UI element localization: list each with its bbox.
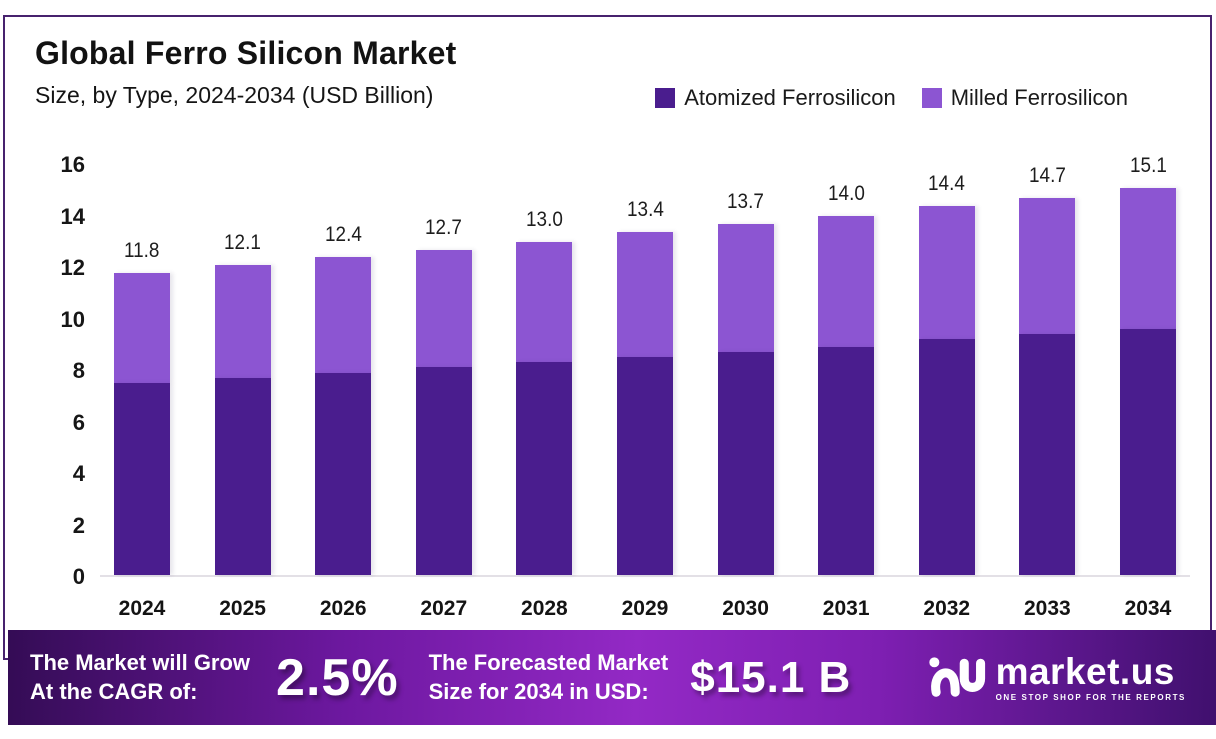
footer-banner: The Market will Grow At the CAGR of: 2.5…: [8, 630, 1216, 725]
bar-total-label: 15.1: [1129, 154, 1167, 178]
atomized-segment: [415, 367, 472, 575]
y-tick-label: 10: [60, 306, 85, 332]
milled-segment: [616, 231, 673, 358]
cagr-label-line2: At the CAGR of:: [30, 678, 198, 704]
atomized-segment: [1019, 334, 1076, 575]
stacked-bar-2028: 13.0: [516, 165, 573, 575]
atomized-segment: [1119, 329, 1176, 575]
bar-total-label: 13.4: [626, 197, 664, 221]
stacked-bar-2029: 13.4: [616, 165, 673, 575]
chart-frame: Global Ferro Silicon Market Size, by Typ…: [3, 15, 1212, 660]
legend-item: Atomized Ferrosilicon: [655, 85, 896, 111]
stacked-bar-2027: 12.7: [415, 165, 472, 575]
milled-segment: [818, 216, 875, 347]
bar-total-label: 12.7: [425, 215, 463, 239]
cagr-label: The Market will Grow At the CAGR of:: [30, 649, 250, 706]
stacked-bar-2024: 11.8: [114, 165, 170, 575]
x-tick-label: 2034: [1124, 597, 1172, 620]
atomized-segment: [214, 377, 271, 575]
market-us-logo: market.us ONE STOP SHOP FOR THE REPORTS: [928, 648, 1194, 707]
bar-total-label: 12.4: [324, 223, 362, 247]
logo-tagline: ONE STOP SHOP FOR THE REPORTS: [995, 693, 1186, 702]
stacked-bar-2026: 12.4: [315, 165, 372, 575]
cagr-label-line1: The Market will Grow: [30, 649, 251, 675]
chart-header: Global Ferro Silicon Market Size, by Typ…: [35, 35, 457, 109]
milled-segment: [114, 272, 170, 383]
milled-segment: [315, 257, 372, 373]
forecast-value: $15.1 B: [690, 652, 852, 702]
chart-subtitle: Size, by Type, 2024-2034 (USD Billion): [35, 82, 434, 108]
bar-total-label: 13.7: [727, 189, 764, 213]
milled-segment: [214, 264, 271, 378]
x-tick-label: 2024: [118, 597, 166, 620]
chart-title: Global Ferro Silicon Market: [35, 35, 457, 71]
bar-total-label: 12.1: [224, 230, 261, 254]
bars-row: 11.8 12.1 12.4 12.7 13.0 13.4 13.7 14.0 14.4 14.7…: [100, 154, 1190, 575]
legend-label: Milled Ferrosilicon: [950, 85, 1128, 110]
atomized-segment: [717, 352, 774, 575]
x-tick-label: 2025: [219, 597, 266, 620]
milled-segment: [918, 206, 975, 340]
milled-segment: [1119, 188, 1176, 329]
chart-legend: Atomized Ferrosilicon Milled Ferrosilicon: [655, 85, 1128, 111]
y-tick-label: 4: [72, 461, 85, 486]
stacked-bar-2031: 14.0: [818, 165, 875, 575]
logo-name: market.us: [995, 651, 1175, 692]
x-tick-label: 2031: [822, 597, 870, 620]
stacked-bar-2030: 13.7: [717, 165, 774, 575]
stacked-bar-2025: 12.1: [214, 165, 271, 575]
x-tick-label: 2027: [420, 597, 468, 620]
market-us-logo-icon: [928, 648, 986, 707]
x-axis-labels: 2024 2025 2026 2027 2028 2029 2030 2031 2032 2033…: [100, 597, 1190, 621]
bar-total-label: 14.7: [1028, 164, 1066, 188]
stacked-bar-2034: 15.1: [1119, 154, 1176, 575]
atomized-segment: [616, 357, 673, 575]
y-tick-label: 0: [72, 564, 85, 589]
bar-total-label: 11.8: [124, 238, 160, 262]
y-tick-label: 16: [60, 152, 85, 177]
bar-total-label: 14.4: [928, 172, 966, 195]
x-tick-label: 2030: [722, 597, 769, 620]
atomized-segment: [315, 372, 372, 575]
milled-segment: [717, 223, 774, 353]
stacked-bar-2032: 14.4: [918, 165, 975, 575]
milled-segment: [415, 249, 472, 368]
legend-swatch-icon: [921, 88, 942, 108]
y-tick-label: 6: [72, 409, 85, 435]
legend-label: Atomized Ferrosilicon: [684, 85, 896, 110]
x-tick-label: 2029: [621, 597, 669, 620]
milled-segment: [1019, 198, 1076, 335]
legend-item: Milled Ferrosilicon: [921, 85, 1128, 111]
legend-swatch-icon: [655, 88, 676, 108]
x-tick-label: 2032: [923, 597, 971, 620]
bar-total-label: 13.0: [525, 207, 563, 231]
x-tick-label: 2033: [1023, 597, 1071, 620]
x-tick-label: 2026: [319, 597, 367, 620]
stacked-bar-2033: 14.7: [1019, 164, 1076, 575]
plot-area: 11.8 12.1 12.4 12.7 13.0 13.4 13.7 14.0 14.4 14.7…: [100, 154, 1190, 577]
cagr-value: 2.5%: [276, 648, 399, 707]
logo-text-block: market.us ONE STOP SHOP FOR THE REPORTS: [996, 653, 1186, 702]
y-tick-label: 2: [72, 512, 85, 538]
atomized-segment: [516, 362, 573, 575]
bar-total-label: 14.0: [827, 182, 865, 206]
forecast-label-line2: Size for 2034 in USD:: [428, 678, 649, 704]
forecast-label-line1: The Forecasted Market: [428, 649, 669, 675]
y-tick-label: 12: [60, 255, 85, 280]
y-axis-ticks: 0 2 4 6 8 10 12 14 16: [33, 152, 85, 589]
milled-segment: [516, 241, 573, 363]
forecast-label: The Forecasted Market Size for 2034 in U…: [429, 649, 669, 706]
atomized-segment: [818, 346, 875, 575]
y-tick-label: 8: [72, 358, 85, 383]
y-tick-label: 14: [60, 203, 85, 229]
atomized-segment: [114, 382, 170, 575]
atomized-segment: [918, 339, 975, 575]
x-tick-label: 2028: [521, 597, 568, 620]
